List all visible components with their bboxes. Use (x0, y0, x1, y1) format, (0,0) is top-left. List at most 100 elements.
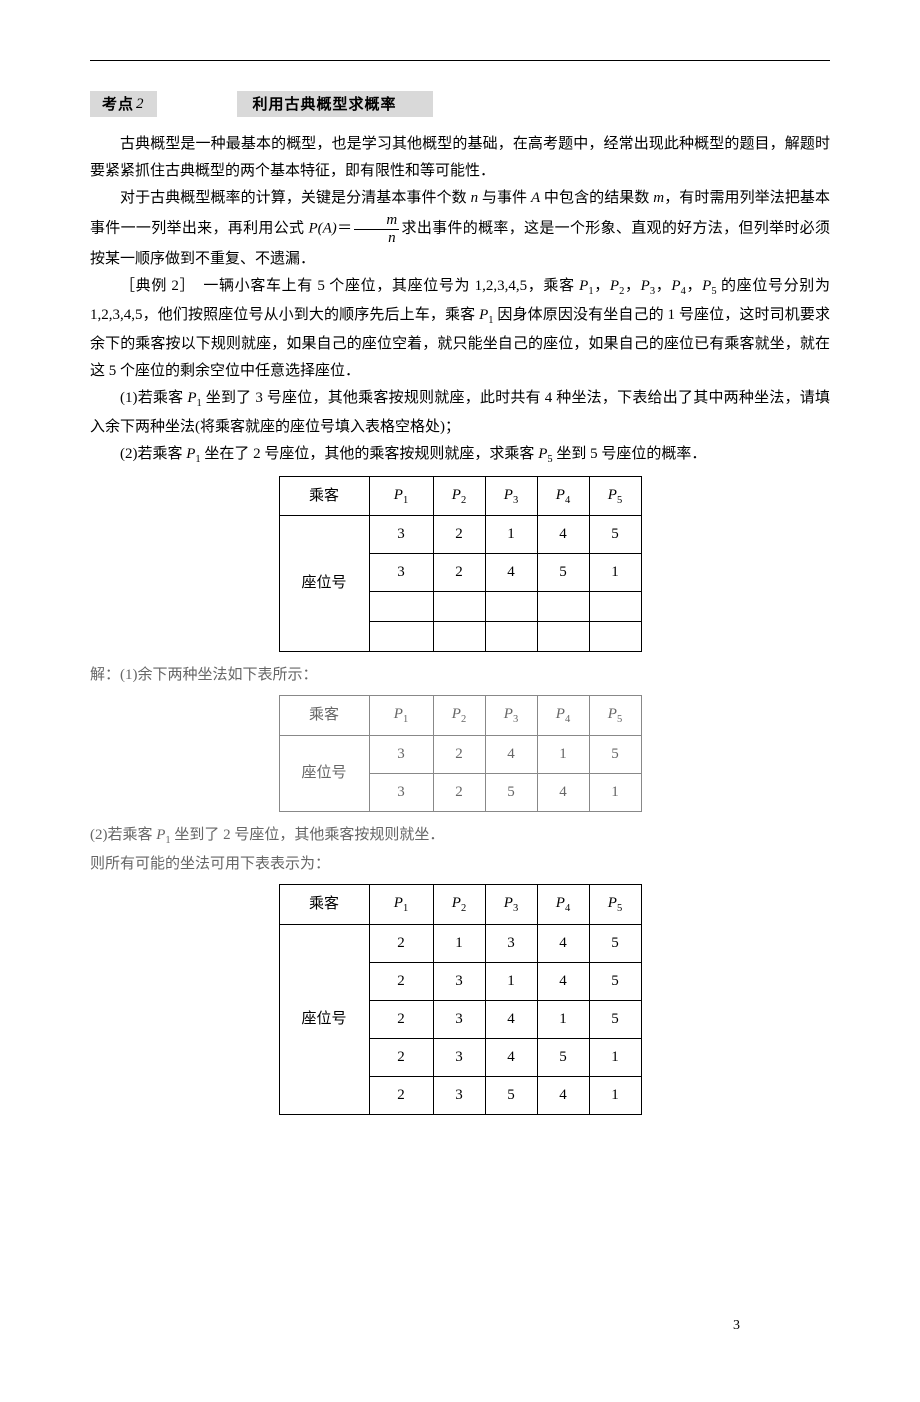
cell: 乘客 (279, 696, 369, 736)
p5: P (702, 278, 711, 294)
cell: P5 (589, 476, 641, 516)
cell: 4 (485, 1039, 537, 1077)
cell: 座位号 (279, 516, 369, 652)
topic-box: 考点 2 利用古典概型求概率 (90, 91, 830, 117)
cell: 4 (485, 736, 537, 774)
cell (369, 622, 433, 652)
topic-label: 考点 2 (90, 91, 157, 117)
cell: P4 (537, 885, 589, 925)
cell: 3 (433, 1077, 485, 1115)
cell: 2 (369, 963, 433, 1001)
cell: 5 (537, 1039, 589, 1077)
cell: 1 (537, 736, 589, 774)
s: 2 (619, 286, 624, 297)
t: (2)若乘客 (90, 827, 156, 843)
topic-tail (413, 91, 433, 117)
cell (369, 592, 433, 622)
sym-n: n (471, 190, 479, 206)
cell: 2 (369, 1001, 433, 1039)
cell: 5 (589, 1001, 641, 1039)
cell: 4 (537, 1077, 589, 1115)
cell: 5 (589, 516, 641, 554)
sym-A: A (531, 190, 540, 206)
top-rule (90, 60, 830, 61)
cell (485, 622, 537, 652)
table-row: 乘客 P1 P2 P3 P4 P5 (279, 476, 641, 516)
t: 中包含的结果数 (540, 190, 653, 206)
t: 坐到了 2 号座位，其他乘客按规则就坐． (171, 827, 445, 843)
cell: 1 (589, 554, 641, 592)
cell: 3 (369, 516, 433, 554)
cell: 2 (369, 1039, 433, 1077)
topic-title: 利用古典概型求概率 (237, 91, 413, 117)
q2: (2)若乘客 P1 坐在了 2 号座位，其他的乘客按规则就座，求乘客 P5 坐到… (90, 441, 830, 470)
example-stem: ［典例 2］ 一辆小客车上有 5 个座位，其座位号为 1,2,3,4,5，乘客 … (90, 273, 830, 385)
cell: 3 (369, 554, 433, 592)
cell: 5 (589, 736, 641, 774)
cell: P5 (589, 885, 641, 925)
cell: P1 (369, 696, 433, 736)
p3: P (641, 278, 650, 294)
cell: P2 (433, 696, 485, 736)
cell (433, 592, 485, 622)
cell: P5 (589, 696, 641, 736)
ex-label: ［典例 2］ (120, 278, 188, 294)
cell: 乘客 (279, 885, 369, 925)
cell: 5 (485, 1077, 537, 1115)
cell: P3 (485, 885, 537, 925)
cell: 1 (485, 516, 537, 554)
table-row: 乘客 P1 P2 P3 P4 P5 (279, 696, 641, 736)
cell: 1 (589, 774, 641, 812)
para-1: 古典概型是一种最基本的概型，也是学习其他概型的基础，在高考题中，经常出现此种概型… (90, 131, 830, 185)
p1: P (579, 278, 588, 294)
cell: 1 (589, 1039, 641, 1077)
cell: 5 (589, 925, 641, 963)
cell: 3 (433, 1039, 485, 1077)
cell: 4 (537, 925, 589, 963)
cell: 2 (433, 736, 485, 774)
cell (589, 622, 641, 652)
cell: 4 (485, 1001, 537, 1039)
p1: P (187, 390, 196, 406)
cell: 4 (537, 516, 589, 554)
cell: 1 (537, 1001, 589, 1039)
cell: P1 (369, 476, 433, 516)
ans3: 则所有可能的坐法可用下表表示为： (90, 851, 830, 878)
s: 1 (588, 286, 593, 297)
cell (589, 592, 641, 622)
cell: 2 (433, 516, 485, 554)
p1b: P (479, 307, 488, 323)
p4: P (671, 278, 680, 294)
fraction: mn (354, 212, 399, 246)
s: 4 (681, 286, 686, 297)
cell: 2 (369, 925, 433, 963)
cell: P3 (485, 696, 537, 736)
cell: 3 (485, 925, 537, 963)
sym-m: m (653, 190, 664, 206)
cell: P2 (433, 476, 485, 516)
s: 3 (650, 286, 655, 297)
cell: 3 (433, 963, 485, 1001)
q1: (1)若乘客 P1 坐到了 3 号座位，其他乘客按规则就座，此时共有 4 种坐法… (90, 385, 830, 441)
sym-PA: P(A) (308, 220, 336, 236)
page-number: 3 (733, 1313, 740, 1338)
t: (1)若乘客 (120, 390, 187, 406)
cell: 乘客 (279, 476, 369, 516)
t: 坐在了 2 号座位，其他的乘客按规则就座，求乘客 (201, 446, 539, 462)
ans2: (2)若乘客 P1 坐到了 2 号座位，其他乘客按规则就坐． (90, 822, 830, 851)
cell: 4 (485, 554, 537, 592)
table-row: 乘客 P1 P2 P3 P4 P5 (279, 885, 641, 925)
cell: 5 (537, 554, 589, 592)
kd-text: 考点 (102, 91, 134, 118)
cell: 5 (589, 963, 641, 1001)
cell: 4 (537, 963, 589, 1001)
para-2: 对于古典概型概率的计算，关键是分清基本事件个数 n 与事件 A 中包含的结果数 … (90, 185, 830, 273)
cell: 5 (485, 774, 537, 812)
cell (537, 592, 589, 622)
cell (433, 622, 485, 652)
t: 坐到 5 号座位的概率． (553, 446, 707, 462)
cell: 座位号 (279, 736, 369, 812)
cell: 3 (369, 774, 433, 812)
t: 一辆小客车上有 5 个座位，其座位号为 1,2,3,4,5，乘客 (188, 278, 579, 294)
cell: P3 (485, 476, 537, 516)
